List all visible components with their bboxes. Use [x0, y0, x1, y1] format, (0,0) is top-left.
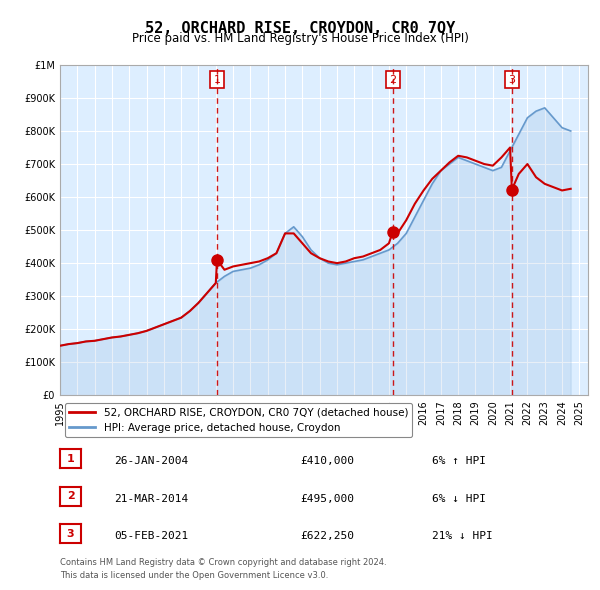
Text: 6% ↑ HPI: 6% ↑ HPI [432, 456, 486, 466]
Text: 52, ORCHARD RISE, CROYDON, CR0 7QY: 52, ORCHARD RISE, CROYDON, CR0 7QY [145, 21, 455, 35]
Text: 3: 3 [67, 529, 74, 539]
Text: 2: 2 [389, 75, 396, 85]
Text: 21-MAR-2014: 21-MAR-2014 [114, 494, 188, 503]
Text: £622,250: £622,250 [300, 531, 354, 541]
Text: 05-FEB-2021: 05-FEB-2021 [114, 531, 188, 541]
Text: £410,000: £410,000 [300, 456, 354, 466]
Text: 6% ↓ HPI: 6% ↓ HPI [432, 494, 486, 503]
Text: 21% ↓ HPI: 21% ↓ HPI [432, 531, 493, 541]
Text: 1: 1 [67, 454, 74, 464]
Legend: 52, ORCHARD RISE, CROYDON, CR0 7QY (detached house), HPI: Average price, detache: 52, ORCHARD RISE, CROYDON, CR0 7QY (deta… [65, 404, 412, 437]
Text: Contains HM Land Registry data © Crown copyright and database right 2024.: Contains HM Land Registry data © Crown c… [60, 558, 386, 566]
Text: £495,000: £495,000 [300, 494, 354, 503]
Text: This data is licensed under the Open Government Licence v3.0.: This data is licensed under the Open Gov… [60, 571, 328, 579]
Text: 3: 3 [508, 75, 515, 85]
Text: 1: 1 [214, 75, 221, 85]
Text: 2: 2 [67, 491, 74, 501]
Text: 26-JAN-2004: 26-JAN-2004 [114, 456, 188, 466]
Text: Price paid vs. HM Land Registry's House Price Index (HPI): Price paid vs. HM Land Registry's House … [131, 32, 469, 45]
